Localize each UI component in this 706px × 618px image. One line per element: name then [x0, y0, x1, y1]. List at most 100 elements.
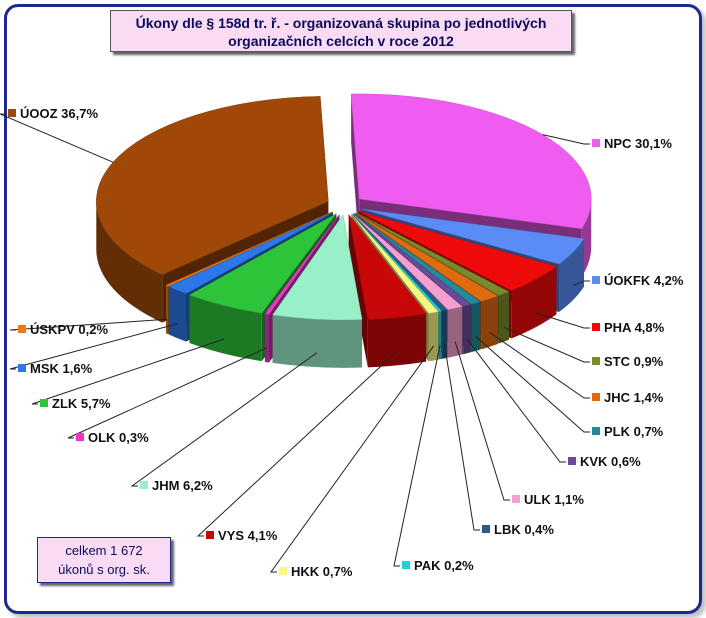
pie-slice-kvk: [353, 213, 472, 307]
leader-line: [475, 336, 590, 433]
legend-marker: [592, 427, 600, 435]
slice-label-plk: PLK 0,7%: [604, 424, 664, 439]
pie-slice-zlk: [188, 213, 337, 314]
legend-marker: [592, 276, 600, 284]
slice-rim: [441, 309, 448, 359]
leader-line: [270, 345, 434, 573]
slice-label-jhc: JHC 1,4%: [604, 390, 664, 405]
slice-rim: [438, 311, 442, 360]
slice-wall: [348, 214, 368, 368]
slice-label-úokfk: ÚOKFK 4,2%: [604, 273, 684, 288]
pie-slice-olk: [264, 214, 340, 315]
legend-marker: [592, 357, 600, 365]
slice-rim: [471, 301, 481, 353]
leader-line: [196, 350, 398, 537]
slice-rim: [498, 291, 509, 344]
legend-marker: [40, 399, 48, 407]
legend-marker: [8, 109, 16, 117]
slice-label-vys: VYS 4,1%: [218, 528, 278, 543]
pie-slice-úokfk: [361, 208, 585, 265]
leader-line: [466, 338, 566, 463]
legend-marker: [592, 323, 600, 331]
pie-slice-npc: [350, 93, 592, 229]
slice-label-zlk: ZLK 5,7%: [52, 396, 111, 411]
pie-slice-jhm: [272, 214, 363, 321]
slice-label-ulk: ULK 1,1%: [524, 492, 584, 507]
pie-slice-jhc: [355, 212, 499, 302]
legend-marker: [76, 433, 84, 441]
pie-slice-hkk: [351, 214, 439, 314]
pie-slice-stc: [356, 212, 510, 296]
slice-label-olk: OLK 0,3%: [88, 430, 149, 445]
legend-marker: [140, 481, 148, 489]
leader-line: [9, 323, 178, 370]
slice-label-úooz: ÚOOZ 36,7%: [20, 106, 98, 121]
pie-slice-plk: [354, 213, 481, 305]
slice-rim: [463, 304, 471, 355]
pie-slice-msk: [168, 212, 334, 294]
pie-slice-lbk: [351, 213, 448, 312]
slice-label-hkk: HKK 0,7%: [291, 564, 353, 579]
slice-label-stc: STC 0,9%: [604, 354, 664, 369]
legend-marker: [279, 567, 287, 575]
slice-label-pha: PHA 4,8%: [604, 320, 665, 335]
pie-slice-úskpv: [165, 211, 333, 287]
legend-marker: [512, 495, 520, 503]
slice-tops: [96, 93, 592, 321]
slice-label-lbk: LBK 0,4%: [494, 522, 554, 537]
slice-rim: [96, 201, 163, 323]
leader-line: [489, 331, 590, 399]
slice-rim: [272, 314, 362, 368]
slice-rim: [428, 311, 439, 362]
pie-slice-ulk: [352, 213, 463, 310]
slice-label-pak: PAK 0,2%: [414, 558, 474, 573]
slice-rim: [447, 306, 463, 358]
slice-labels: NPC 30,1% ÚOKFK 4,2% PHA 4,8% STC 0,9% JHC 1…: [0, 106, 684, 579]
leader-line: [443, 343, 480, 531]
leader-line: [393, 344, 441, 567]
leader-line: [503, 326, 590, 363]
slice-rim: [166, 285, 169, 335]
chart-title: Úkony dle § 158d tr. ř. - organizovaná s…: [110, 10, 572, 52]
legend-marker: [592, 139, 600, 147]
slice-rim: [367, 313, 427, 368]
leader-line: [67, 347, 268, 439]
total-note: celkem 1 672 úkonů s org. sk.: [37, 537, 171, 583]
total-line-1: celkem 1 672: [65, 543, 143, 558]
slice-rim: [559, 238, 584, 313]
legend-marker: [568, 457, 576, 465]
pie-slice-pha: [358, 211, 557, 291]
pie-slice-pak: [351, 213, 442, 312]
slice-label-kvk: KVK 0,6%: [580, 454, 641, 469]
slice-rim: [581, 198, 592, 277]
legend-marker: [206, 531, 214, 539]
leader-line: [130, 352, 318, 487]
leader-line: [454, 341, 510, 501]
leader-line: [573, 280, 590, 286]
slice-rim: [511, 266, 557, 339]
legend-marker: [18, 364, 26, 372]
legend-marker: [592, 393, 600, 401]
leader-line: [31, 338, 224, 405]
legend-marker: [482, 525, 490, 533]
slice-wall: [351, 94, 360, 247]
leader-line: [0, 113, 114, 163]
slice-rim: [481, 295, 498, 350]
slice-label-úskpv: ÚSKPV 0,2%: [30, 322, 108, 337]
slice-label-jhm: JHM 6,2%: [152, 478, 213, 493]
title-line-2: organizačních celcích v roce 2012: [228, 33, 454, 49]
pie-slice-vys: [348, 214, 427, 320]
legend-marker: [402, 561, 410, 569]
leader-line: [535, 312, 590, 329]
title-line-1: Úkony dle § 158d tr. ř. - organizovaná s…: [135, 15, 547, 31]
slice-rim: [264, 313, 270, 363]
leader-line: [9, 318, 168, 331]
legend-marker: [18, 325, 26, 333]
leader-line: [542, 134, 590, 145]
slice-label-npc: NPC 30,1%: [604, 136, 672, 151]
slice-rim: [168, 286, 187, 342]
total-line-2: úkonů s org. sk.: [58, 562, 150, 577]
slice-label-msk: MSK 1,6%: [30, 361, 93, 376]
pie-slice-úooz: [96, 96, 329, 275]
